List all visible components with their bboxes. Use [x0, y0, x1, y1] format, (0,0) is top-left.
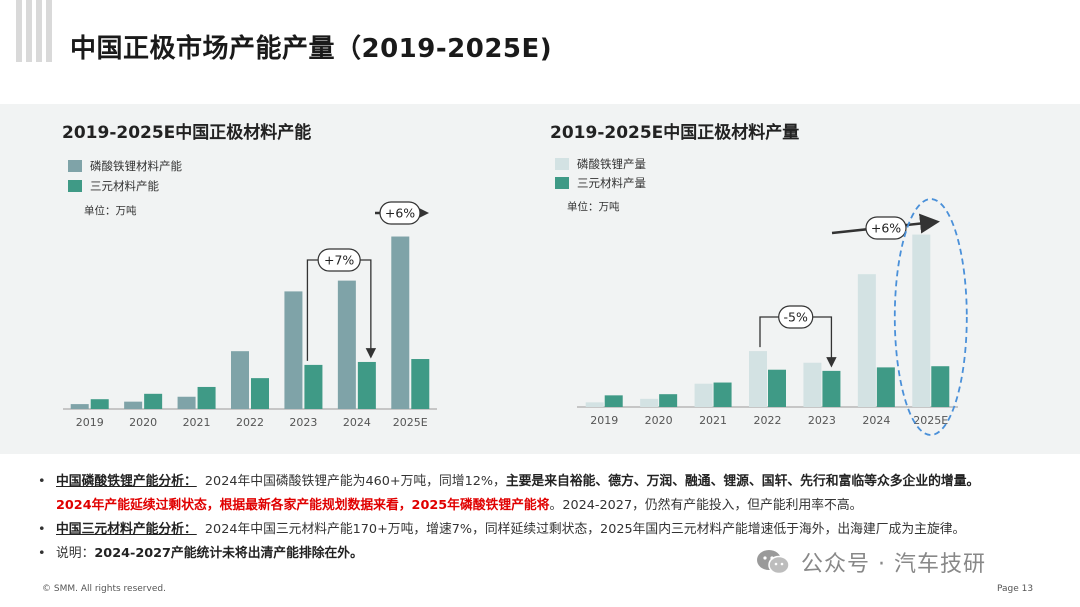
x-tick-label: 2020 [129, 416, 157, 429]
bar-磷酸铁锂材料产能 [391, 236, 410, 409]
x-tick-label: 2020 [645, 414, 673, 427]
bar-磷酸铁锂产量 [694, 383, 713, 407]
page-number: Page 13 [997, 584, 1034, 594]
bar-磷酸铁锂材料产能 [231, 351, 249, 409]
growth-capacity-pill [317, 248, 361, 272]
x-tick-label: 2023 [808, 414, 836, 427]
bullet-icon: • [38, 522, 46, 537]
bar-三元材料产量 [822, 370, 841, 407]
growth-output-pill [778, 305, 814, 329]
decor-bar [26, 0, 32, 62]
x-tick-label: 2024 [862, 414, 890, 427]
legend-label: 磷酸铁锂材料产能 [90, 159, 182, 173]
note-text: 2024年中国磷酸铁锂产能为460+万吨，同增12%， [204, 474, 506, 489]
note-red: 2024年产能延续过剩状态，根据最新各家产能规划数据来看，2025年磷酸铁锂产能… [56, 498, 550, 513]
bar-三元材料产量 [659, 394, 678, 407]
bar-三元材料产量 [931, 366, 950, 407]
x-tick-label: 2022 [236, 416, 264, 429]
watermark-text: 公众号 · 汽车技研 [801, 552, 986, 577]
note-label: 中国三元材料产能分析： [56, 522, 197, 537]
chart-annotations: +7% +6% -5% +6% [306, 198, 968, 436]
legend-swatch [68, 180, 82, 192]
bar-三元材料产能 [197, 386, 216, 409]
legend-lfp-output: 磷酸铁锂产量 [555, 156, 646, 172]
bar-三元材料产能 [411, 359, 430, 409]
legend-swatch [555, 158, 569, 170]
x-tick-label: 2021 [183, 416, 211, 429]
bar-三元材料产量 [876, 367, 895, 407]
note-tail: 。2024-2027，仍然有产能投入，但产能利用率不高。 [549, 498, 863, 513]
legend-ternary-capacity: 三元材料产能 [68, 178, 159, 194]
copyright: © SMM. All rights reserved. [42, 584, 166, 594]
bar-三元材料产能 [357, 361, 376, 409]
note-label: 中国磷酸铁锂产能分析： [56, 474, 197, 489]
bar-三元材料产量 [768, 369, 786, 407]
bar-磷酸铁锂材料产能 [70, 404, 89, 409]
bar-三元材料产能 [90, 399, 109, 409]
bar-磷酸铁锂产量 [749, 351, 767, 407]
decor-bar [46, 0, 52, 62]
bullet-icon: • [38, 546, 46, 561]
legend-swatch [555, 177, 569, 189]
trend-output-pill [865, 216, 907, 240]
legend-lfp-capacity: 磷酸铁锂材料产能 [68, 158, 182, 174]
decor-bar [36, 0, 42, 62]
bar-磷酸铁锂产量 [857, 274, 876, 407]
legend-swatch [68, 160, 82, 172]
bar-三元材料产能 [144, 393, 163, 409]
growth-output-label: -5% [784, 310, 808, 325]
capacity-chart: 2019 2020 2021 2022 2023 2024 2025E [63, 236, 437, 429]
decor-bar [16, 0, 22, 62]
note-lfp-cont: 2024年产能延续过剩状态，根据最新各家产能规划数据来看，2025年磷酸铁锂产能… [38, 494, 1048, 518]
x-tick-label: 2022 [754, 414, 782, 427]
page-title: 中国正极市场产能产量（2019-2025E) [70, 34, 553, 64]
bar-三元材料产能 [304, 364, 323, 409]
output-chart: 2019 2020 2021 2022 2023 2024 2025E [577, 234, 958, 427]
trend-capacity-label: +6% [385, 206, 415, 221]
bar-磷酸铁锂产量 [912, 234, 931, 407]
unit-label: 单位：万吨 [84, 205, 137, 217]
trend-capacity-pill [379, 201, 421, 225]
note-explain: • 说明：2024-2027产能统计未将出清产能排除在外。 [38, 542, 1048, 566]
chart-title-output: 2019-2025E中国正极材料产量 [550, 123, 800, 143]
analysis-notes: • 中国磷酸铁锂产能分析： 2024年中国磷酸铁锂产能为460+万吨，同增12%，… [38, 470, 1048, 566]
bar-磷酸铁锂材料产能 [124, 401, 143, 409]
trend-output-label: +6% [871, 221, 901, 236]
bar-磷酸铁锂产量 [585, 402, 604, 407]
x-tick-label: 2019 [590, 414, 618, 427]
bar-三元材料产能 [251, 378, 269, 409]
highlight-ring [893, 198, 968, 436]
legend-label: 三元材料产能 [90, 179, 159, 193]
unit-label: 单位：万吨 [567, 201, 620, 213]
bar-磷酸铁锂产量 [803, 362, 822, 407]
note-lfp: • 中国磷酸铁锂产能分析： 2024年中国磷酸铁锂产能为460+万吨，同增12%，… [38, 470, 1048, 494]
bar-磷酸铁锂材料产能 [284, 291, 303, 409]
bar-磷酸铁锂产量 [640, 398, 659, 407]
note-text: 2024年中国三元材料产能170+万吨，增速7%，同样延续过剩状态，2025年国… [204, 522, 966, 537]
note-bold: 主要是来自裕能、德方、万润、融通、锂源、国轩、先行和富临等众多企业的增量。 [505, 474, 980, 489]
bullet-icon: • [38, 474, 46, 489]
wechat-icon [757, 550, 790, 575]
bar-磷酸铁锂材料产能 [337, 280, 356, 409]
legend-label: 磷酸铁锂产量 [577, 157, 646, 171]
legend-label: 三元材料产量 [577, 176, 646, 190]
bar-三元材料产量 [713, 382, 732, 407]
x-tick-label: 2021 [699, 414, 727, 427]
legend-ternary-output: 三元材料产量 [555, 175, 646, 191]
chart-panel [0, 104, 1080, 454]
x-tick-label: 2025E [393, 416, 428, 429]
bar-磷酸铁锂材料产能 [177, 396, 196, 409]
watermark: 公众号 · 汽车技研 [755, 546, 986, 578]
x-tick-label: 2019 [76, 416, 104, 429]
x-tick-label: 2023 [289, 416, 317, 429]
x-tick-label: 2025E [913, 414, 948, 427]
chart-title-capacity: 2019-2025E中国正极材料产能 [62, 123, 312, 143]
growth-capacity-label: +7% [324, 253, 354, 268]
note-label: 说明： [56, 546, 95, 561]
note-ternary: • 中国三元材料产能分析： 2024年中国三元材料产能170+万吨，增速7%，同样… [38, 518, 1048, 542]
note-bold: 2024-2027产能统计未将出清产能排除在外。 [94, 546, 363, 561]
bar-三元材料产量 [604, 395, 623, 407]
x-tick-label: 2024 [343, 416, 371, 429]
